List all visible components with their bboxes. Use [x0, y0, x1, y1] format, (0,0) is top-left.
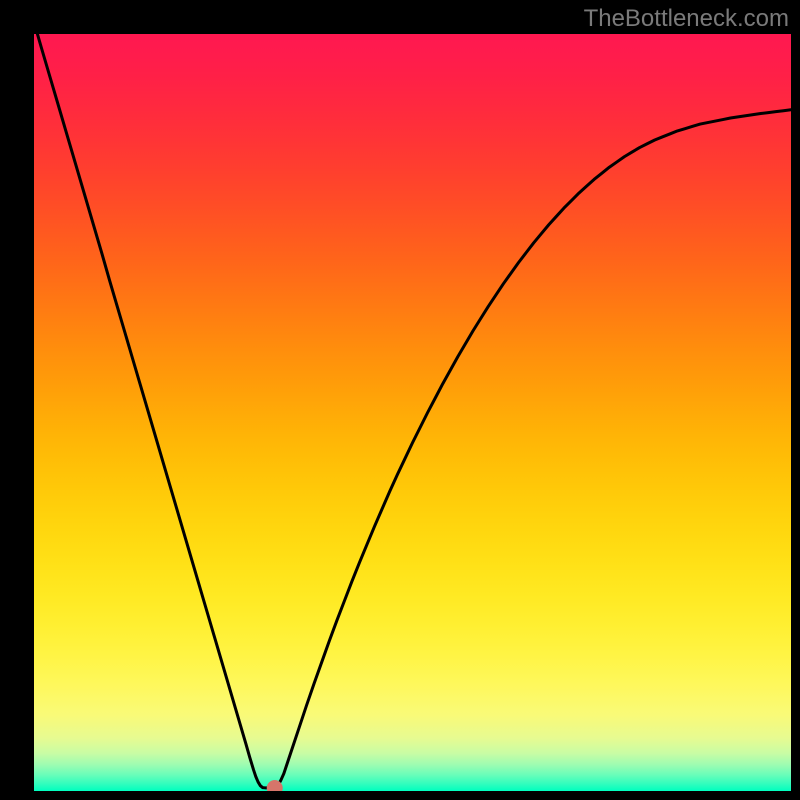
watermark-text: TheBottleneck.com — [584, 5, 789, 33]
plot-svg — [34, 34, 791, 791]
plot-area — [34, 34, 791, 791]
